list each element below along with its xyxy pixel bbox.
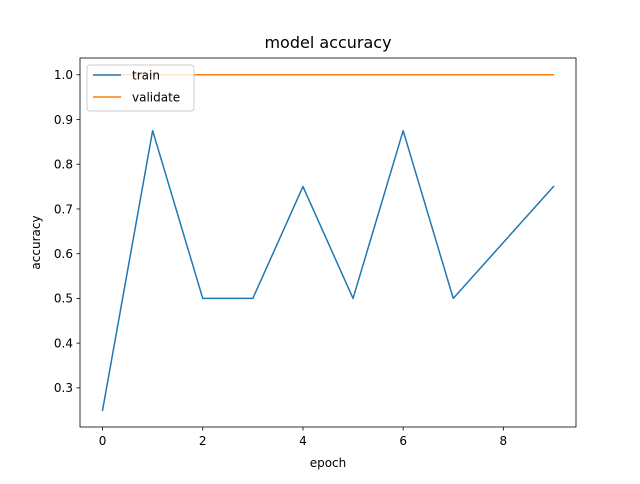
- y-tick-label: 0.9: [54, 113, 73, 127]
- x-tick-label: 4: [299, 434, 307, 448]
- legend-items: train validate: [93, 68, 180, 104]
- y-tick-label: 0.7: [54, 202, 73, 216]
- legend: train validate: [86, 64, 195, 112]
- x-axis-label: epoch: [310, 456, 347, 470]
- y-tick-label: 1.0: [54, 68, 73, 82]
- legend-label-validate: validate: [132, 90, 180, 104]
- axes-frame: [79, 57, 577, 428]
- x-tick-label: 6: [399, 434, 407, 448]
- y-tick-label: 0.3: [54, 381, 73, 395]
- x-tick-label: 0: [99, 434, 107, 448]
- y-tick-label: 0.6: [54, 247, 73, 261]
- series-line-train: [101, 129, 555, 412]
- legend-box: [86, 64, 195, 112]
- y-tick-label: 0.5: [54, 292, 73, 306]
- y-tick-label: 0.4: [54, 336, 73, 350]
- x-axis-ticks: 0 2 4 6 8: [99, 427, 507, 448]
- y-tick-label: 0.8: [54, 158, 73, 172]
- y-axis-ticks: 0.3 0.4 0.5 0.6 0.7 0.8 0.9 1.0: [54, 68, 80, 395]
- x-tick-label: 8: [500, 434, 508, 448]
- chart-title: model accuracy: [264, 33, 391, 52]
- x-tick-label: 2: [199, 434, 207, 448]
- legend-label-train: train: [132, 68, 160, 82]
- y-axis-label: accuracy: [29, 215, 43, 269]
